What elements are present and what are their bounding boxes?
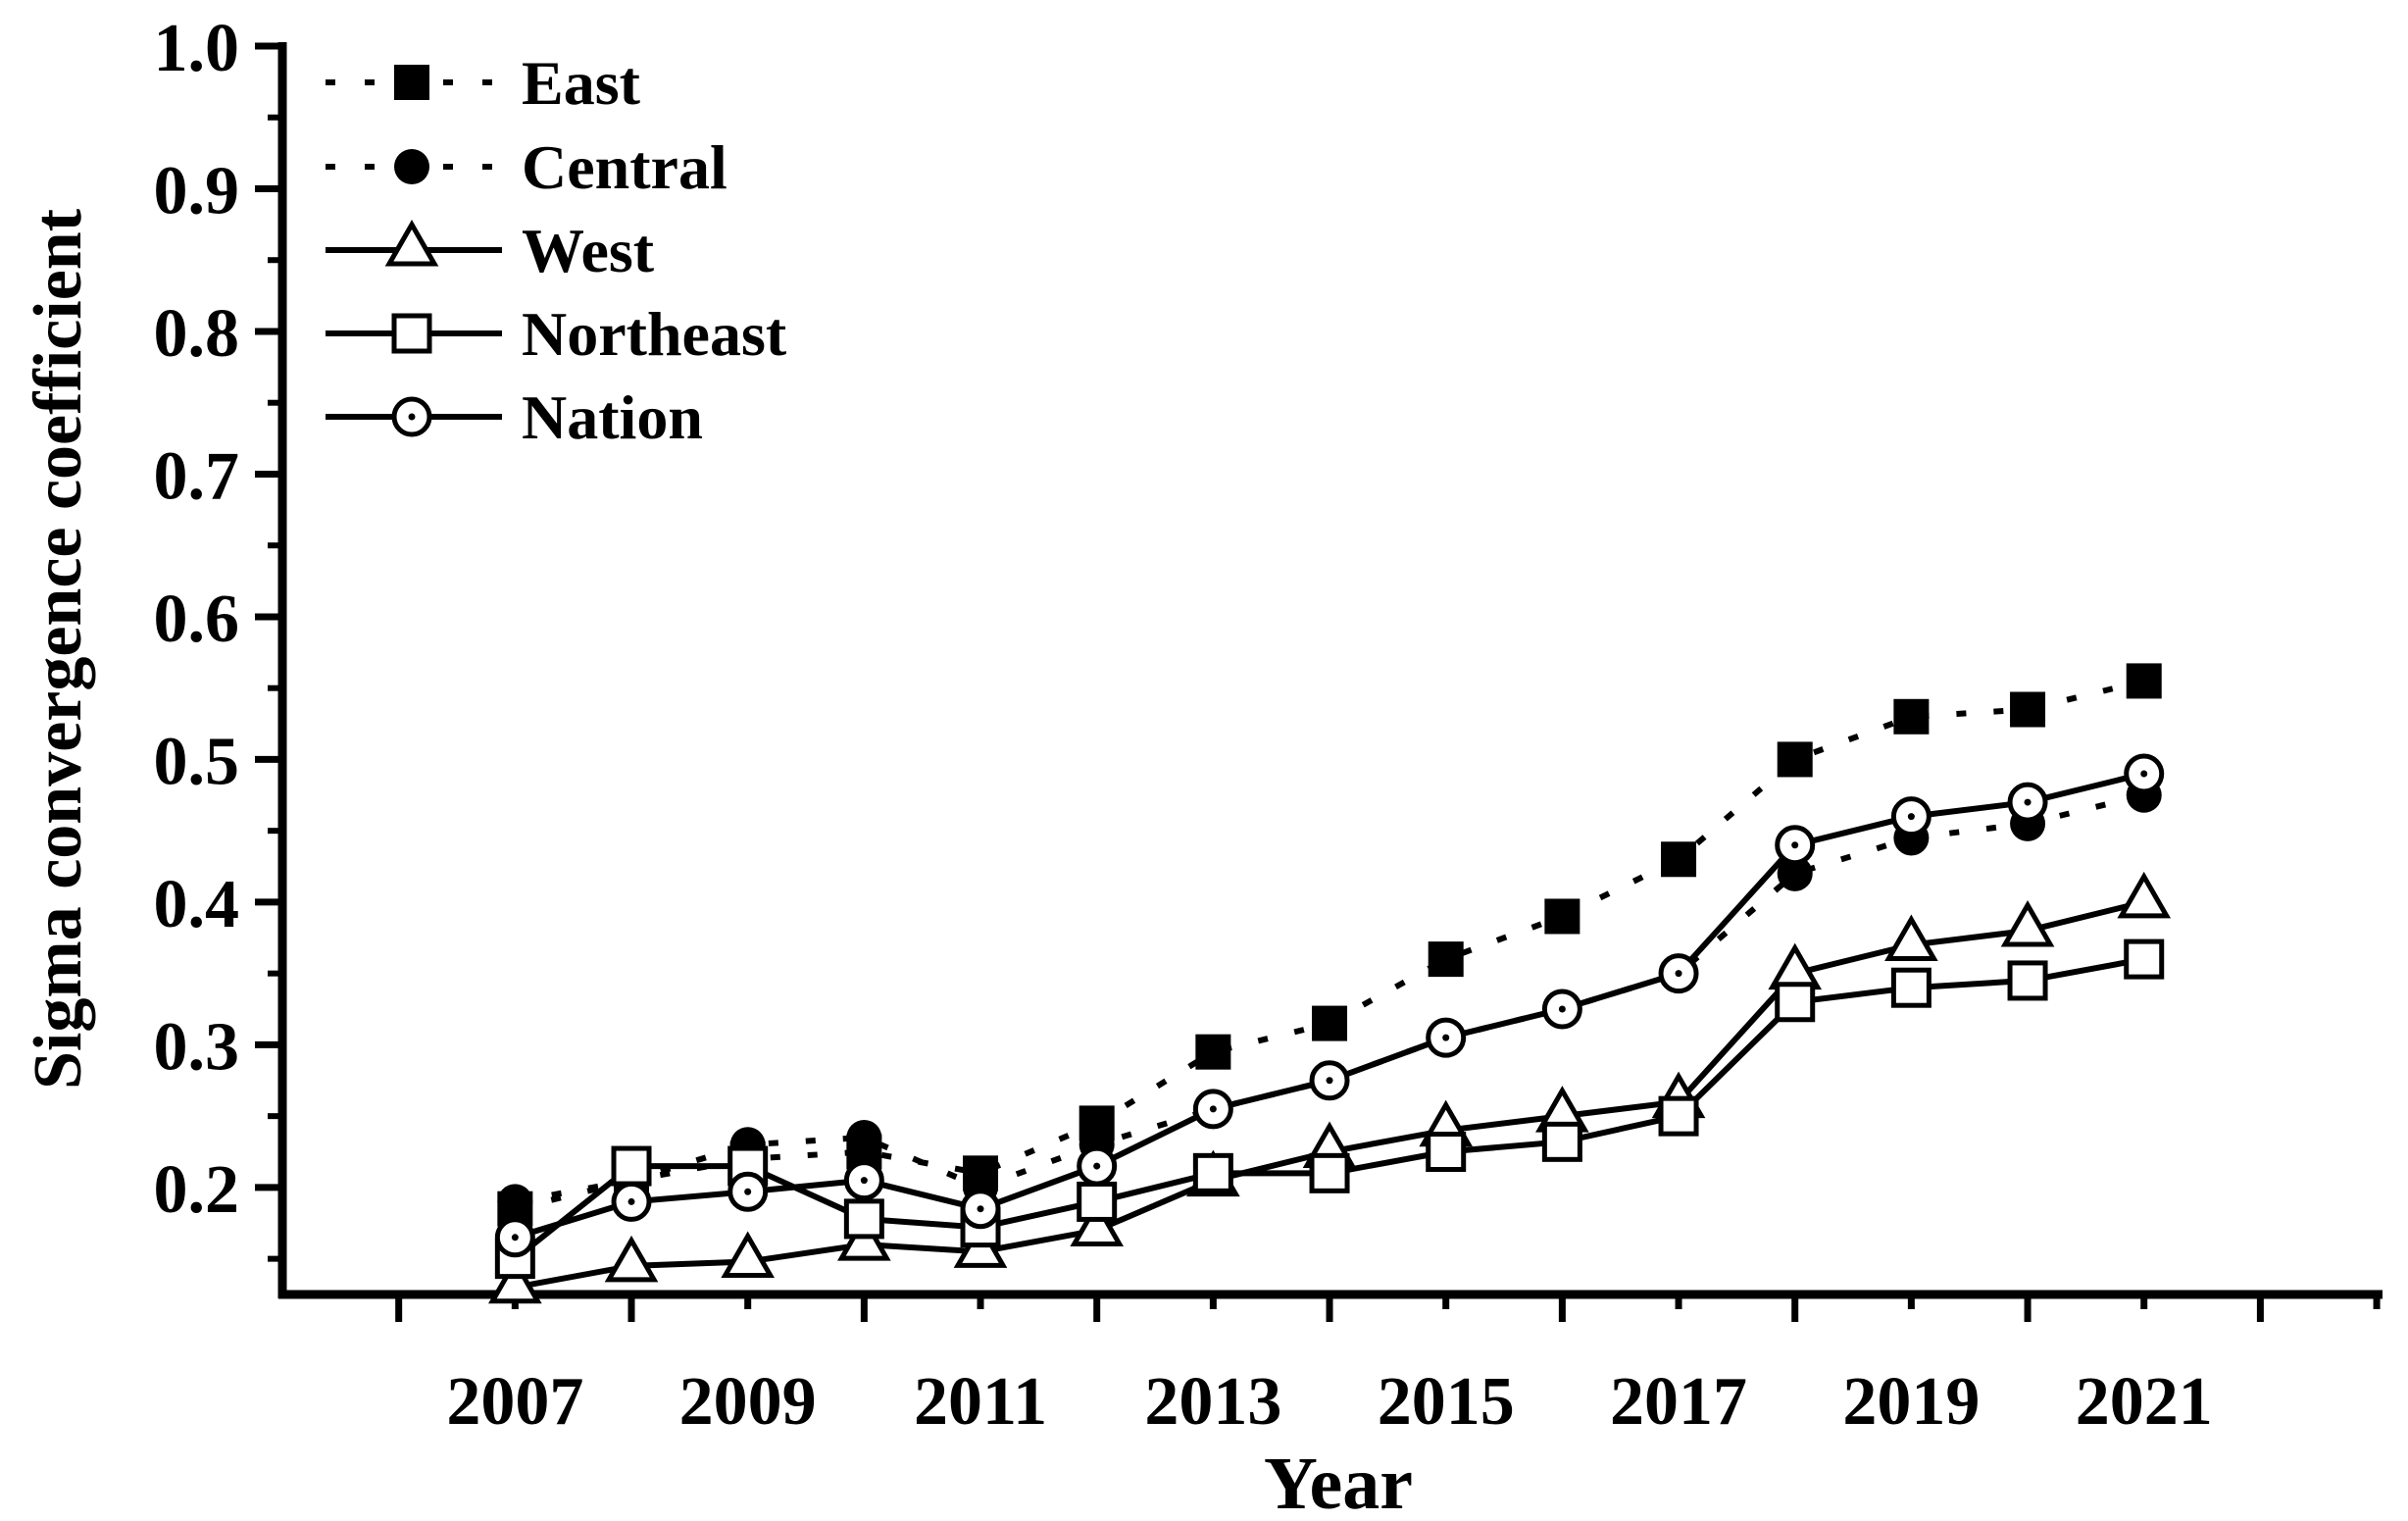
open-square-marker xyxy=(1077,1181,1118,1222)
open-square-marker xyxy=(843,1198,884,1240)
open-circle-center-dot xyxy=(1326,1077,1333,1085)
y-tick-label: 0.5 xyxy=(154,724,240,799)
legend-label: West xyxy=(522,216,655,285)
x-tick-label: 2011 xyxy=(914,1364,1047,1440)
filled-square-marker xyxy=(1312,1005,1348,1041)
x-tick-label: 2021 xyxy=(2076,1364,2213,1440)
open-circle-center-dot xyxy=(627,1197,635,1205)
open-circle-center-dot xyxy=(860,1177,868,1185)
series-layer xyxy=(488,663,2172,1304)
open-square-marker xyxy=(611,1145,652,1187)
open-circle-center-dot xyxy=(408,413,416,421)
open-triangle-marker xyxy=(1070,1199,1125,1247)
axes-layer: 0.2 0.3 0.4 0.5 0.6 0.7 0.8 0.9 1.0 2007 2009 2011 2… xyxy=(154,11,2383,1440)
legend-label: Northeast xyxy=(522,299,787,369)
filled-square-marker xyxy=(1079,1105,1115,1141)
legend-label: Central xyxy=(522,132,727,202)
y-tick-label: 1.0 xyxy=(154,11,240,86)
legend-item-west: West xyxy=(326,216,655,285)
open-square-marker xyxy=(1775,982,1816,1023)
open-triangle-marker xyxy=(1884,914,1938,962)
open-triangle-marker xyxy=(604,1235,659,1283)
filled-square-marker xyxy=(1661,841,1697,878)
y-tick-label: 0.8 xyxy=(154,296,240,372)
open-square-marker xyxy=(2124,938,2165,980)
open-circle-center-dot xyxy=(1093,1162,1101,1170)
y-axis-title: Sigma convergence coefficient xyxy=(21,209,96,1090)
filled-square-marker xyxy=(1893,698,1930,735)
x-tick-label: 2019 xyxy=(1842,1364,1980,1440)
open-circle-center-dot xyxy=(2024,798,2032,806)
x-tick-label: 2013 xyxy=(1144,1364,1281,1440)
y-tick-label: 0.2 xyxy=(154,1152,240,1228)
legend-item-central: Central xyxy=(326,132,727,202)
open-circle-center-dot xyxy=(1558,1005,1566,1013)
legend-item-east: East xyxy=(326,48,641,118)
x-tick-label: 2015 xyxy=(1378,1364,1515,1440)
y-tick-label: 0.3 xyxy=(154,1009,240,1085)
open-square-marker xyxy=(1309,1152,1350,1193)
y-tick-label: 0.6 xyxy=(154,582,240,657)
x-tick-label: 2009 xyxy=(679,1364,817,1440)
filled-circle-marker xyxy=(1777,855,1813,891)
open-triangle-marker xyxy=(2000,899,2055,947)
open-triangle-marker xyxy=(721,1231,776,1279)
legend-item-nation: Nation xyxy=(326,382,703,452)
filled-square-marker xyxy=(1195,1034,1231,1070)
legend-label: Nation xyxy=(522,382,703,452)
x-tick-label: 2007 xyxy=(446,1364,583,1440)
filled-square-marker xyxy=(394,65,429,100)
open-square-marker xyxy=(1192,1152,1233,1193)
filled-square-marker xyxy=(2126,663,2162,699)
series-nation xyxy=(494,753,2165,1258)
open-circle-center-dot xyxy=(977,1205,984,1213)
open-circle-center-dot xyxy=(2140,770,2148,778)
legend-item-northeast: Northeast xyxy=(326,299,787,369)
series-northeast xyxy=(494,938,2165,1280)
open-circle-center-dot xyxy=(511,1234,519,1242)
filled-square-marker xyxy=(1777,741,1813,778)
legend-label: East xyxy=(522,48,641,118)
open-circle-center-dot xyxy=(1675,970,1682,978)
open-square-marker xyxy=(1541,1121,1582,1162)
filled-square-marker xyxy=(1544,898,1580,935)
open-circle-center-dot xyxy=(1907,813,1915,821)
chart-legend: East Central West Northeast Nation xyxy=(326,48,787,452)
filled-square-marker xyxy=(1428,941,1464,978)
open-triangle-marker xyxy=(2117,871,2172,919)
open-circle-center-dot xyxy=(1442,1034,1450,1041)
filled-square-marker xyxy=(2010,691,2046,728)
x-axis-title: Year xyxy=(1264,1443,1413,1516)
open-square-marker xyxy=(2007,960,2048,1001)
open-circle-center-dot xyxy=(744,1188,752,1195)
y-tick-label: 0.7 xyxy=(154,438,240,514)
open-triangle-marker xyxy=(488,1256,542,1304)
filled-circle-marker xyxy=(394,149,429,184)
filled-square-marker xyxy=(963,1155,999,1191)
open-square-marker xyxy=(1890,967,1931,1008)
open-square-marker xyxy=(391,313,432,354)
y-tick-label: 0.9 xyxy=(154,153,240,228)
open-circle-center-dot xyxy=(1791,841,1799,849)
open-circle-center-dot xyxy=(1209,1105,1217,1113)
x-tick-label: 2017 xyxy=(1610,1364,1747,1440)
y-tick-label: 0.4 xyxy=(154,867,240,942)
open-square-marker xyxy=(1658,1095,1699,1137)
open-triangle-marker xyxy=(384,219,439,267)
open-square-marker xyxy=(1426,1132,1467,1173)
